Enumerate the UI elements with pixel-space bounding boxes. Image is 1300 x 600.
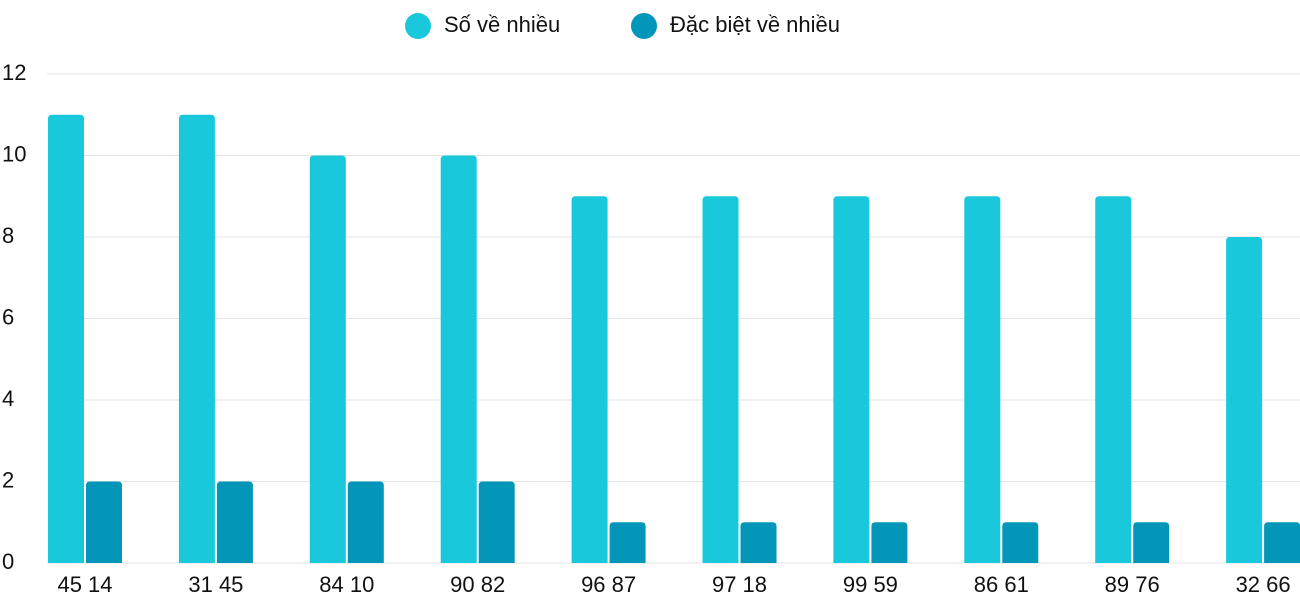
y-tick-label: 2: [2, 467, 14, 492]
bar: [440, 155, 477, 563]
bar: [86, 481, 122, 563]
y-tick-label: 12: [2, 60, 26, 85]
bar: [833, 196, 870, 563]
bar: [1095, 196, 1132, 563]
y-tick-label: 4: [2, 386, 14, 411]
bar: [178, 114, 215, 563]
x-tick-label: 99 59: [843, 572, 898, 597]
legend-marker: [405, 13, 431, 39]
x-tick-label: 97 18: [712, 572, 767, 597]
bar: [1133, 522, 1170, 563]
bar: [964, 196, 1001, 563]
bar: [309, 155, 346, 563]
bar: [1002, 522, 1039, 563]
bar: [1226, 237, 1263, 563]
legend-label: Số về nhiều: [444, 12, 560, 37]
bar: [702, 196, 739, 563]
x-tick-label: 96 87: [581, 572, 636, 597]
legend-marker: [631, 13, 657, 39]
bar: [48, 114, 84, 563]
y-tick-label: 0: [2, 549, 14, 574]
bar: [216, 481, 253, 563]
y-tick-label: 6: [2, 304, 14, 329]
x-tick-label: 45 14: [57, 572, 112, 597]
bar: [347, 481, 384, 563]
bar: [609, 522, 646, 563]
bar: [740, 522, 777, 563]
x-tick-label: 86 61: [974, 572, 1029, 597]
bar: [478, 481, 515, 563]
y-tick-label: 8: [2, 223, 14, 248]
legend-label: Đặc biệt về nhiều: [670, 12, 840, 37]
bar: [571, 196, 608, 563]
bar: [1264, 522, 1300, 563]
x-tick-label: 89 76: [1105, 572, 1160, 597]
x-tick-label: 32 66: [1236, 572, 1291, 597]
bar: [871, 522, 908, 563]
x-tick-label: 84 10: [319, 572, 374, 597]
y-tick-label: 10: [2, 141, 26, 166]
x-tick-label: 31 45: [188, 572, 243, 597]
x-tick-label: 90 82: [450, 572, 505, 597]
